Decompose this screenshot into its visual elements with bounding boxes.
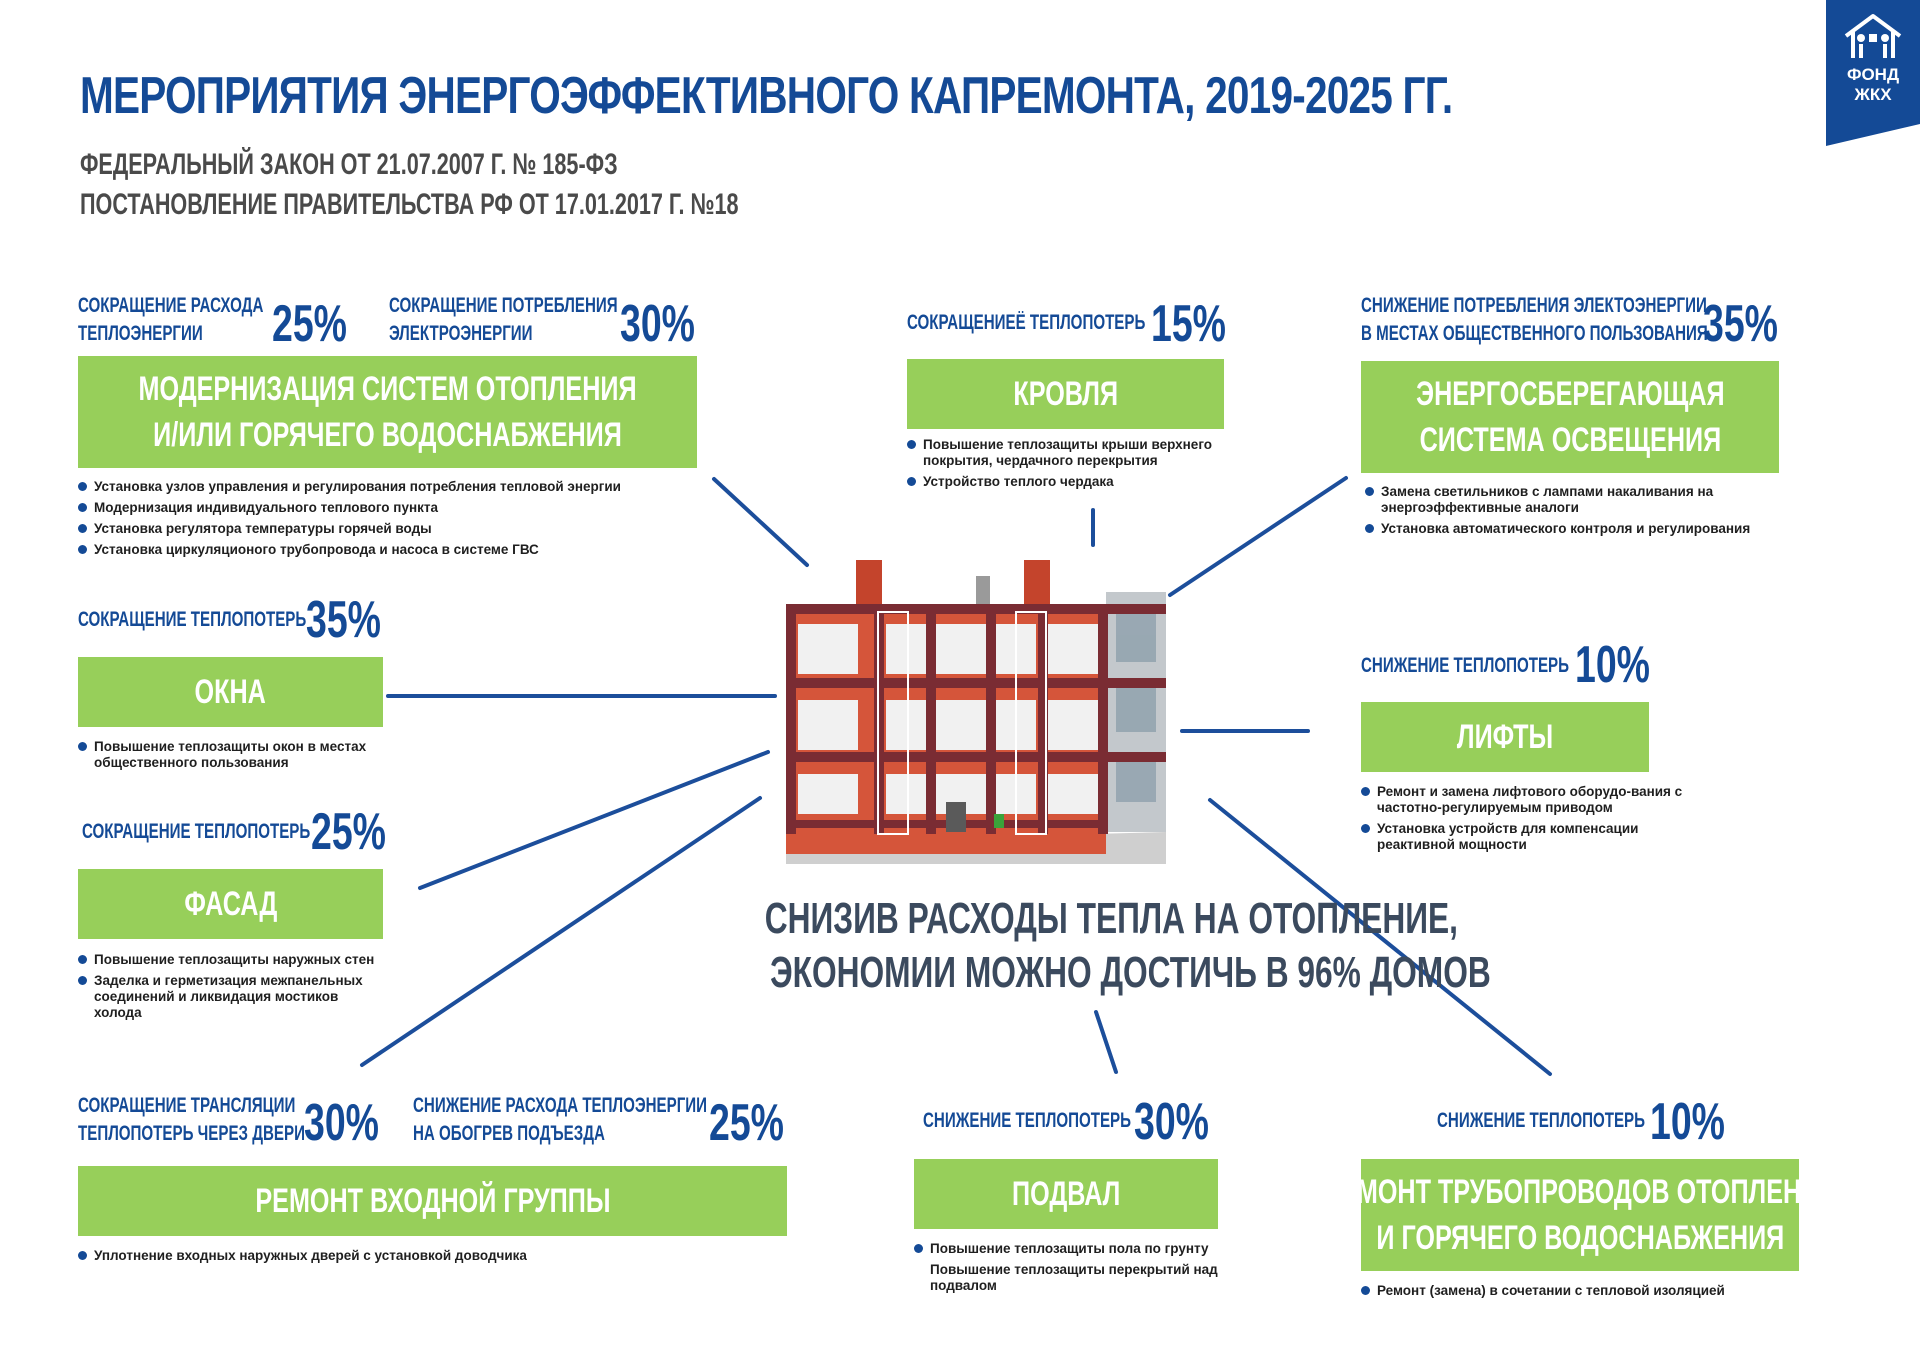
roof-stat-label: СОКРАЩЕНИЕЁ ТЕПЛОПОТЕРЬ — [907, 311, 1146, 334]
heating-stat1-value: 25% — [272, 295, 347, 353]
list-item: Ремонт (замена) в сочетании с тепловой и… — [1361, 1283, 1801, 1299]
pipes-title-box: РЕМОНТ ТРУБОПРОВОДОВ ОТОПЛЕНИЯ И ГОРЯЧЕГО… — [1323, 1159, 1837, 1271]
heating-stat1-label: СОКРАЩЕНИЕ РАСХОДА ТЕПЛОЭНЕРГИИ — [78, 294, 264, 345]
list-item: Установка циркуляционого трубопровода и … — [78, 542, 718, 558]
list-item: Повышение теплозащиты окон в местах обще… — [78, 739, 398, 771]
logo-text-line2: ЖКХ — [1853, 85, 1892, 104]
list-item: Повышение теплозащиты пола по грунту — [914, 1241, 1234, 1257]
entrance-title-box: РЕМОНТ ВХОДНОЙ ГРУППЫ — [78, 1166, 787, 1236]
facade-stat-label: СОКРАЩЕНИЕ ТЕПЛОПОТЕРЬ — [82, 820, 311, 843]
house-family-icon — [1844, 14, 1902, 58]
conclusion-text: СНИЗИВ РАСХОДЫ ТЕПЛА НА ОТОПЛЕНИЕ, ЭКОНО… — [630, 892, 1491, 1000]
entrance-stat1-label: СОКРАЩЕНИЕ ТРАНСЛЯЦИИ ТЕПЛОПОТЕРЬ ЧЕРЕЗ Д… — [78, 1094, 305, 1145]
windows-stat-label: СОКРАЩЕНИЕ ТЕПЛОПОТЕРЬ — [78, 608, 307, 631]
page-title: МЕРОПРИЯТИЯ ЭНЕРГОЭФФЕКТИВНОГО КАПРЕМОНТ… — [80, 67, 1453, 125]
list-item: Установка устройств для компенсации реак… — [1361, 821, 1691, 853]
roof-bullet-list: Повышение теплозащиты крыши верхнего пок… — [907, 437, 1227, 495]
conclusion-line1: СНИЗИВ РАСХОДЫ ТЕПЛА НА ОТОПЛЕНИЕ, — [764, 894, 1458, 943]
conclusion-line2: ЭКОНОМИИ МОЖНО ДОСТИЧЬ В 96% ДОМОВ — [770, 948, 1491, 997]
facade-title-box: ФАСАД — [78, 869, 383, 939]
lifts-title-box: ЛИФТЫ — [1361, 702, 1649, 772]
basement-stat-label: СНИЖЕНИЕ ТЕПЛОПОТЕРЬ — [923, 1109, 1131, 1132]
lifts-stat-value: 10% — [1575, 636, 1650, 694]
windows-title-box: ОКНА — [78, 657, 383, 727]
list-item: Повышение теплозащиты крыши верхнего пок… — [907, 437, 1227, 469]
roof-title-box: КРОВЛЯ — [907, 359, 1224, 429]
subtitle-federal-law: ФЕДЕРАЛЬНЫЙ ЗАКОН ОТ 21.07.2007 Г. № 185… — [80, 148, 618, 181]
heating-stat2-value: 30% — [620, 295, 695, 353]
lighting-title-box: ЭНЕРГОСБЕРЕГАЮЩАЯ СИСТЕМА ОСВЕЩЕНИЯ — [1361, 361, 1779, 473]
pipes-stat-value: 10% — [1650, 1093, 1725, 1151]
basement-stat-value: 30% — [1134, 1093, 1209, 1151]
logo-text-line1: ФОНД — [1847, 65, 1899, 84]
lighting-bullet-list: Замена светильников с лампами накаливани… — [1365, 484, 1785, 542]
list-item: Уплотнение входных наружных дверей с уст… — [78, 1248, 718, 1264]
entrance-bullet-list: Уплотнение входных наружных дверей с уст… — [78, 1248, 718, 1269]
lifts-bullet-list: Ремонт и замена лифтового оборудо-вания … — [1361, 784, 1691, 858]
fond-zhkkh-logo: ФОНД ЖКХ — [1826, 0, 1920, 146]
lighting-stat-label: СНИЖЕНИЕ ПОТРЕБЛЕНИЯ ЭЛЕКТОЭНЕРГИИ В МЕСТ… — [1361, 294, 1708, 345]
heating-title-box: МОДЕРНИЗАЦИЯ СИСТЕМ ОТОПЛЕНИЯ И/ИЛИ ГОРЯЧ… — [78, 356, 697, 468]
basement-bullet-list: Повышение теплозащиты пола по грунту Пов… — [914, 1241, 1234, 1299]
subtitle-government-decree: ПОСТАНОВЛЕНИЕ ПРАВИТЕЛЬСТВА РФ ОТ 17.01.… — [80, 188, 739, 221]
list-item: Повышение теплозащиты перекрытий над под… — [930, 1262, 1218, 1293]
entrance-stat2-label: СНИЖЕНИЕ РАСХОДА ТЕПЛОЭНЕРГИИ НА ОБОГРЕВ … — [413, 1094, 708, 1145]
windows-stat-value: 35% — [306, 591, 381, 649]
roof-stat-value: 15% — [1151, 295, 1226, 353]
list-item: Заделка и герметизация межпанельных соед… — [78, 973, 388, 1021]
building-cutaway-illustration — [786, 552, 1166, 869]
heating-bullet-list: Установка узлов управления и регулирован… — [78, 479, 718, 563]
list-item: Повышение теплозащиты наружных стен — [78, 952, 388, 968]
list-item: Ремонт и замена лифтового оборудо-вания … — [1361, 784, 1691, 816]
lighting-stat-value: 35% — [1703, 295, 1778, 353]
pipes-stat-label: СНИЖЕНИЕ ТЕПЛОПОТЕРЬ — [1437, 1109, 1645, 1132]
list-item: Установка узлов управления и регулирован… — [78, 479, 718, 495]
entrance-stat2-value: 25% — [709, 1094, 784, 1152]
list-item: Замена светильников с лампами накаливани… — [1365, 484, 1785, 516]
basement-title-box: ПОДВАЛ — [914, 1159, 1218, 1229]
heating-stat2-label: СОКРАЩЕНИЕ ПОТРЕБЛЕНИЯ ЭЛЕКТРОЭНЕРГИИ — [389, 294, 618, 345]
list-item: Модернизация индивидуального теплового п… — [78, 500, 718, 516]
entrance-stat1-value: 30% — [304, 1094, 379, 1152]
facade-stat-value: 25% — [311, 803, 386, 861]
list-item: Установка автоматического контроля и рег… — [1365, 521, 1785, 537]
list-item: Установка регулятора температуры горячей… — [78, 521, 718, 537]
lifts-stat-label: СНИЖЕНИЕ ТЕПЛОПОТЕРЬ — [1361, 654, 1569, 677]
facade-bullet-list: Повышение теплозащиты наружных стен Заде… — [78, 952, 388, 1026]
pipes-bullet-list: Ремонт (замена) в сочетании с тепловой и… — [1361, 1283, 1801, 1304]
list-item: Устройство теплого чердака — [907, 474, 1227, 490]
windows-bullet-list: Повышение теплозащиты окон в местах обще… — [78, 739, 398, 776]
